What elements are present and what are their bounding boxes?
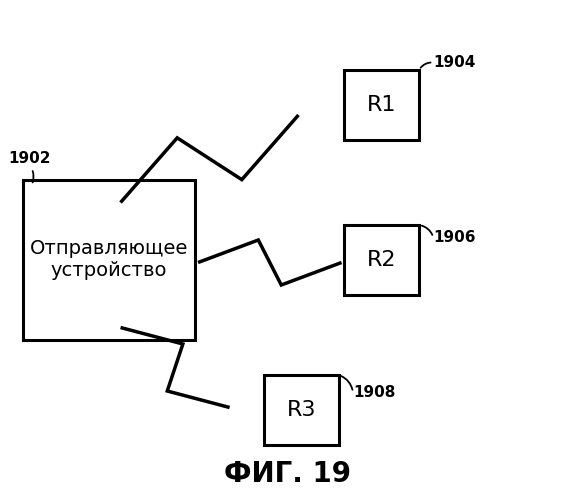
Text: Отправляющее
устройство: Отправляющее устройство [30,240,188,281]
Text: R1: R1 [367,95,397,115]
Text: ФИГ. 19: ФИГ. 19 [223,460,351,487]
Text: R3: R3 [286,400,316,420]
Bar [344,225,419,295]
Text: 1906: 1906 [433,230,476,245]
Text: R2: R2 [367,250,397,270]
Bar [344,70,419,140]
Text: 1908: 1908 [353,385,395,400]
Text: 1904: 1904 [433,55,476,70]
Bar [264,375,339,445]
Text: 1902: 1902 [9,151,51,166]
Bar [23,180,195,340]
